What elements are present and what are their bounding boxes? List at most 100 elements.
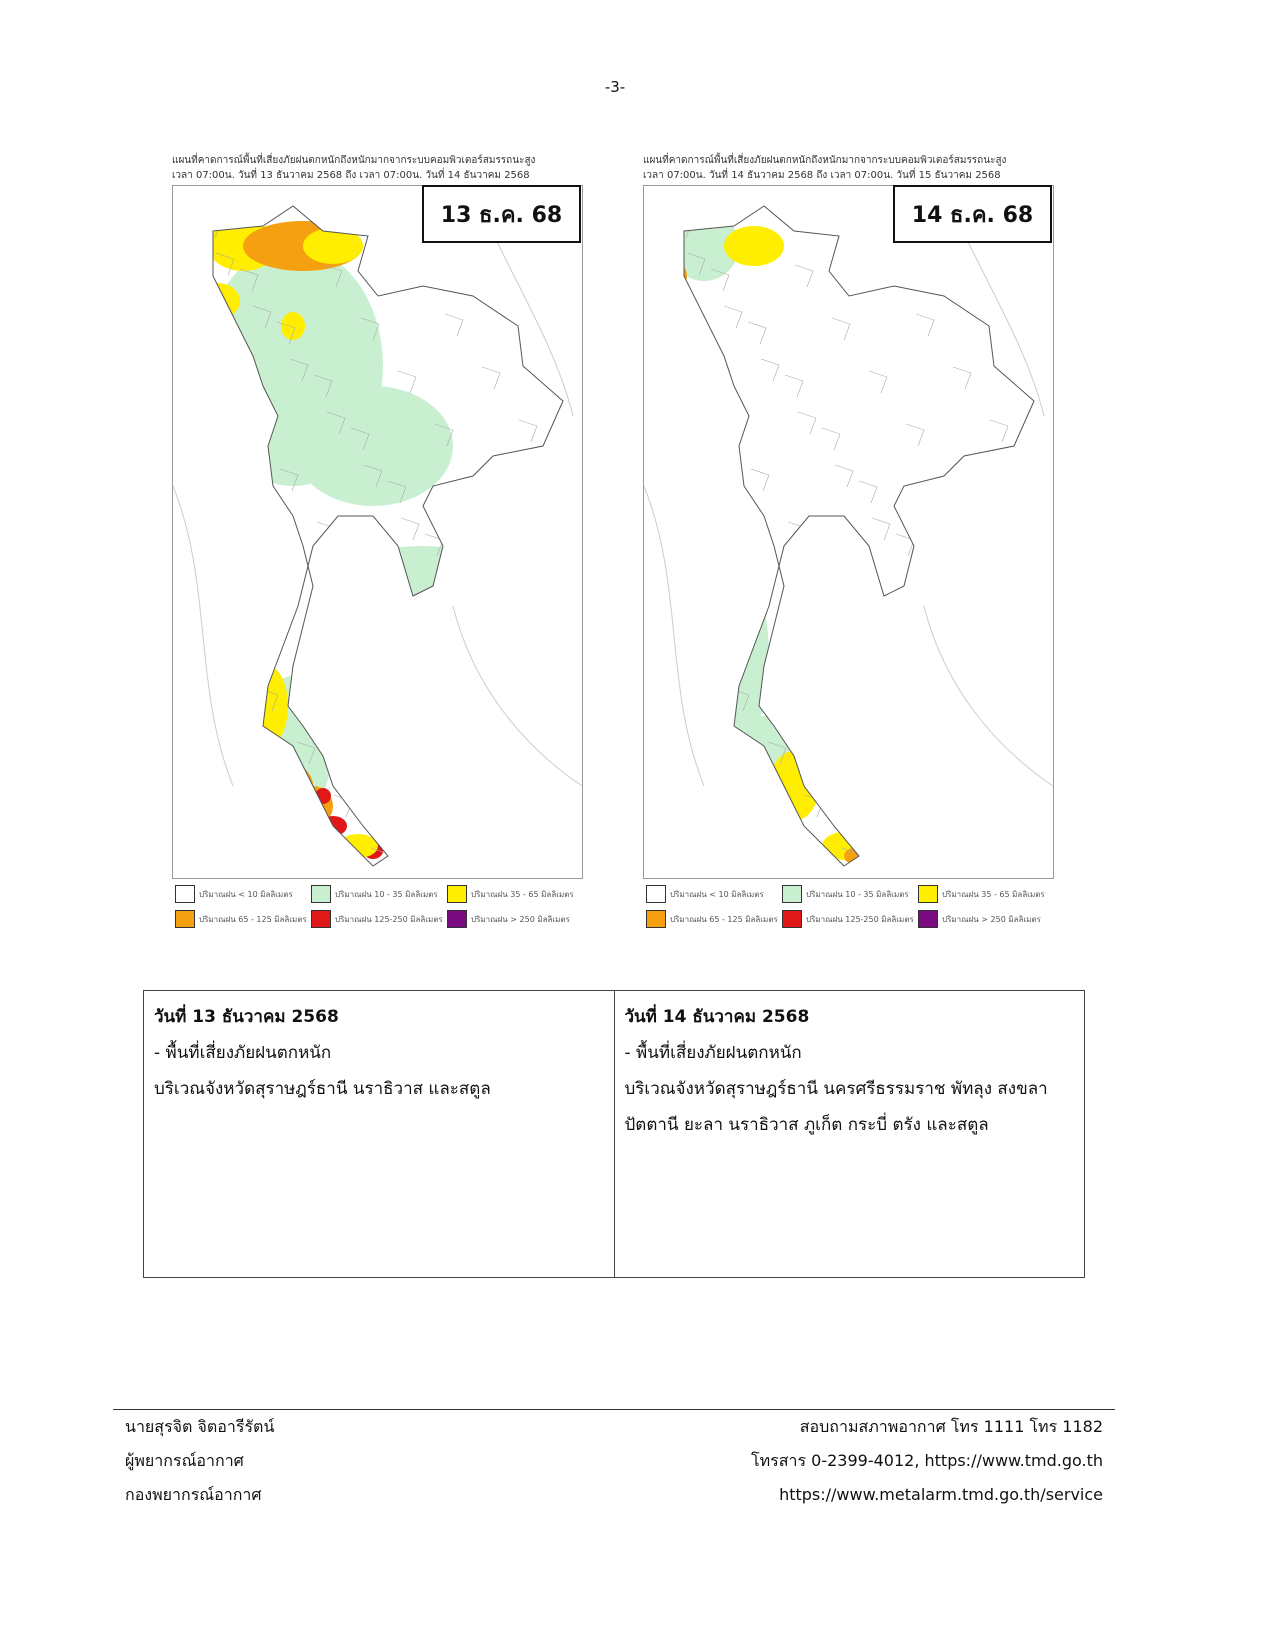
district-line (353, 574, 373, 598)
district-line (932, 586, 952, 610)
rain-region (315, 788, 331, 804)
district-line (720, 798, 740, 822)
footer-line: กองพยากรณ์อากาศ (125, 1485, 262, 1504)
district-line (1019, 729, 1034, 753)
district-line (858, 480, 878, 504)
district-line (784, 374, 804, 398)
legend-item: ปริมาณฝน < 10 มิลลิเมตร (175, 885, 293, 903)
cell-title: วันที่ 14 ธันวาคม 2568 (624, 1007, 810, 1027)
cell-title: วันที่ 13 ธันวาคม 2568 (154, 1007, 339, 1027)
legend-item: ปริมาณฝน 35 - 65 มิลลิเมตร (447, 885, 574, 903)
map-frame (172, 185, 583, 879)
legend-swatch (447, 910, 467, 928)
district-line (239, 268, 259, 292)
rain-region (281, 312, 305, 340)
district-line (313, 374, 333, 398)
rain-region (213, 283, 240, 319)
district-line (232, 525, 252, 549)
legend-item: ปริมาณฝน 125-250 มิลลิเมตร (311, 910, 443, 928)
district-line (555, 472, 563, 496)
district-line (545, 582, 563, 606)
district-line (390, 627, 410, 651)
legend-label: ปริมาณฝน > 250 มิลลิเมตร (471, 914, 570, 924)
district-line (834, 464, 854, 488)
district-line (252, 305, 272, 329)
legend-swatch (447, 885, 467, 903)
cell-line: - พื้นที่เสี่ยงภัยฝนตกหนัก (624, 1043, 802, 1063)
info-table: วันที่ 13 ธันวาคม 2568 - พื้นที่เสี่ยงภัย… (143, 990, 1085, 1278)
map (172, 185, 583, 867)
district-line (1009, 839, 1029, 863)
legend-swatch (311, 910, 331, 928)
legend-label: ปริมาณฝน 125-250 มิลลิเมตร (335, 914, 443, 924)
district-line (249, 798, 269, 822)
legend: ปริมาณฝน < 10 มิลลิเมตร ปริมาณฝน 10 - 35 … (175, 885, 595, 935)
district-line (306, 631, 326, 655)
district-line (528, 309, 548, 333)
footer-right: สอบถามสภาพอากาศ โทร 1111 โทร 1182 โทรสาร … (751, 1410, 1103, 1512)
district-line (481, 366, 501, 390)
district-line (350, 427, 370, 451)
district-line (1006, 692, 1026, 716)
rain-region (303, 228, 363, 264)
district-line (713, 415, 733, 439)
district-line (925, 843, 945, 866)
district-line (696, 782, 716, 806)
district-line (508, 529, 528, 553)
legend-item: ปริมาณฝน < 10 มิลลิเมตร (646, 885, 764, 903)
district-line (434, 423, 454, 447)
map-header: เวลา 07:00น. วันที่ 13 ธันวาคม 2568 ถึง … (172, 170, 530, 181)
legend-item: ปริมาณฝน 10 - 35 มิลลิเมตร (782, 885, 909, 903)
legend-swatch (175, 910, 195, 928)
district-line (684, 745, 703, 769)
district-line (982, 676, 1002, 700)
date-label: 14 ธ.ค. 68 (893, 185, 1052, 243)
legend-swatch (918, 910, 938, 928)
district-line (501, 786, 521, 810)
cell-line: บริเวณจังหวัดสุราษฎร์ธานี นครศรีธรรมราช … (624, 1079, 1048, 1099)
district-line (723, 305, 743, 329)
border (212, 205, 564, 867)
district-line (908, 570, 928, 594)
footer-line: ผู้พยากรณ์อากาศ (125, 1451, 244, 1470)
district-line (684, 362, 696, 386)
district-line (831, 317, 851, 341)
legend-swatch (646, 910, 666, 928)
district-line (972, 786, 992, 810)
district-line (323, 264, 343, 288)
legend-label: ปริมาณฝน < 10 มิลลิเมตร (670, 889, 764, 899)
legend-item: ปริมาณฝน > 250 มิลลิเมตร (447, 910, 570, 928)
district-line (474, 623, 494, 647)
district-line (213, 362, 225, 386)
district-line (979, 529, 999, 553)
district-line (400, 517, 420, 541)
legend-label: ปริมาณฝน 65 - 125 มิลลิเมตร (670, 914, 778, 924)
district-line (814, 684, 834, 708)
district-line (747, 321, 767, 345)
district-line (797, 411, 817, 435)
district-line (905, 423, 925, 447)
district-line (686, 252, 706, 276)
legend-label: ปริมาณฝน < 10 มิลลิเมตร (199, 889, 293, 899)
legend-item: ปริมาณฝน 10 - 35 มิลลิเมตร (311, 885, 438, 903)
regions (213, 206, 563, 866)
date-label: 13 ธ.ค. 68 (422, 185, 581, 243)
legend-item: ปริมาณฝน 65 - 125 มิลลิเมตร (175, 910, 307, 928)
district-line (326, 411, 346, 435)
district-line (888, 790, 908, 814)
district-line (454, 843, 474, 866)
map-header: แผนที่คาดการณ์พื้นที่เสี่ยงภัยฝนตกหนักถึ… (172, 155, 536, 166)
rain-region (732, 761, 776, 811)
legend-label: ปริมาณฝน 65 - 125 มิลลิเมตร (199, 914, 307, 924)
regions (684, 206, 1034, 866)
district-line (871, 517, 891, 541)
district-line (962, 256, 982, 280)
district-line (360, 317, 380, 341)
district-line (868, 370, 888, 394)
district-line (824, 574, 844, 598)
cell-line: บริเวณจังหวัดสุราษฎร์ธานี นราธิวาส และสต… (154, 1079, 491, 1099)
district-line (945, 623, 965, 647)
legend-item: ปริมาณฝน > 250 มิลลิเมตร (918, 910, 1041, 928)
district-line (397, 370, 417, 394)
district-line (289, 358, 309, 382)
